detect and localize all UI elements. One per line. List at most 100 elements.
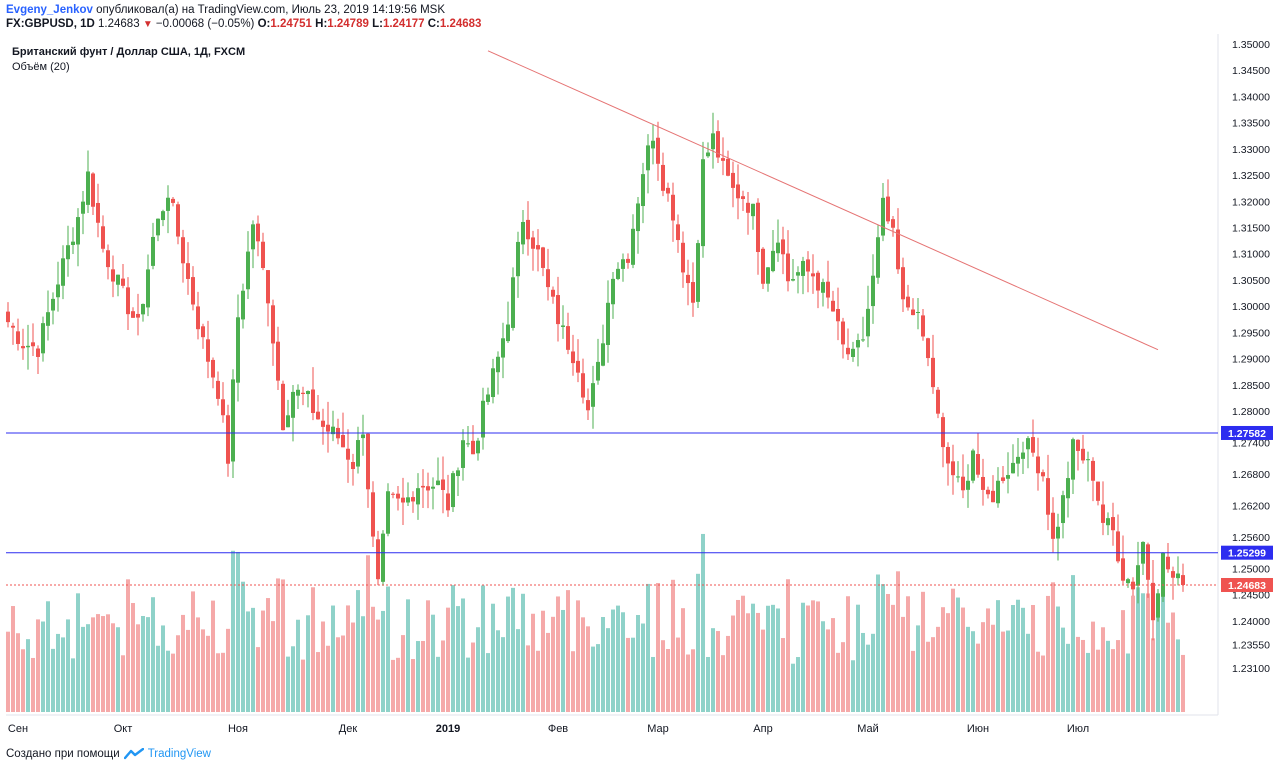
candle-body	[546, 269, 550, 288]
volume-bar	[851, 660, 855, 712]
candle-body	[811, 273, 815, 277]
volume-bar	[636, 614, 640, 712]
volume-bar	[406, 599, 410, 712]
volume-bar	[946, 613, 950, 712]
price-tick-label: 1.35000	[1232, 39, 1270, 51]
author-link[interactable]: Evgeny_Jenkov	[6, 4, 93, 16]
trend-line[interactable]	[487, 50, 1159, 351]
level-price-label: 1.25299	[1228, 548, 1266, 560]
candle-body	[446, 493, 450, 511]
volume-bar	[156, 645, 160, 712]
volume-bar	[656, 583, 660, 712]
candle-body	[301, 392, 305, 394]
volume-bar	[641, 623, 645, 712]
candle-body	[661, 164, 665, 191]
candle-body	[366, 433, 370, 490]
candle-body	[261, 241, 265, 269]
candle-body	[731, 172, 735, 188]
candle-body	[1061, 495, 1065, 524]
candle-body	[1011, 462, 1015, 474]
volume-bar	[201, 629, 205, 712]
candle-body	[1071, 439, 1075, 480]
volume-bar	[191, 591, 195, 712]
price-tick-label: 1.30000	[1232, 301, 1270, 313]
candle-body	[1036, 456, 1040, 474]
candle-body	[311, 389, 315, 413]
candle-body	[151, 236, 155, 266]
volume-bar	[631, 637, 635, 712]
candle-body	[101, 226, 105, 249]
candle-body	[956, 476, 960, 478]
volume-bar	[396, 657, 400, 712]
volume-bar	[81, 626, 85, 712]
candle-body	[131, 311, 135, 318]
candle-body	[681, 242, 685, 273]
low-value: 1.24177	[382, 18, 425, 30]
volume-bar	[956, 597, 960, 712]
volume-bar	[646, 583, 650, 712]
volume-bar	[1071, 575, 1075, 712]
volume-bar	[11, 606, 15, 712]
volume-bar	[66, 619, 70, 712]
candle-body	[286, 415, 290, 428]
candle-body	[411, 497, 415, 502]
volume-bar	[831, 618, 835, 712]
candle-body	[531, 237, 535, 249]
volume-bar	[716, 631, 720, 712]
candle-body	[636, 203, 640, 232]
volume-bar	[116, 627, 120, 712]
volume-bar	[756, 612, 760, 712]
candle-body	[86, 171, 90, 205]
price-tick-label: 1.31500	[1232, 223, 1270, 235]
volume-bar	[411, 659, 415, 712]
volume-bar	[1171, 612, 1175, 712]
candle-body	[651, 140, 655, 149]
volume-bar	[546, 632, 550, 712]
volume-bar	[591, 646, 595, 712]
candle-body	[156, 218, 160, 236]
candle-body	[236, 317, 240, 383]
volume-bar	[666, 649, 670, 712]
level-price-label-box	[1221, 425, 1273, 440]
time-tick-label: Май	[857, 723, 879, 735]
volume-bar	[311, 587, 315, 712]
candle-body	[866, 308, 870, 337]
candle-body	[211, 359, 215, 378]
candle-body	[621, 259, 625, 269]
volume-bar	[301, 659, 305, 712]
candle-body	[81, 201, 85, 214]
high-value: 1.24789	[327, 18, 369, 30]
candle-body	[991, 490, 995, 503]
candle-body	[1016, 456, 1020, 464]
volume-bar	[571, 651, 575, 712]
volume-bar	[521, 593, 525, 712]
candle-body	[166, 197, 170, 211]
candle-body	[426, 486, 430, 491]
volume-bar	[281, 579, 285, 712]
volume-bar	[221, 652, 225, 712]
volume-bar	[106, 614, 110, 712]
price-tick-label: 1.32000	[1232, 196, 1270, 208]
candle-body	[996, 480, 1000, 504]
candle-body	[1161, 552, 1165, 597]
candle-body	[851, 348, 855, 357]
candle-body	[1026, 438, 1030, 450]
volume-bar	[1001, 631, 1005, 712]
candle-body	[961, 476, 965, 491]
chart-title: Британский фунт / Доллар США, 1Д, FXCM	[12, 46, 246, 58]
volume-bar	[1081, 639, 1085, 712]
volume-bar	[416, 641, 420, 712]
candle-body	[781, 239, 785, 255]
volume-bar	[1166, 622, 1170, 712]
symbol-name: FX:GBPUSD, 1D	[6, 18, 95, 30]
candle-body	[1081, 448, 1085, 461]
candle-body	[121, 278, 125, 286]
volume-bar	[506, 596, 510, 712]
candle-body	[571, 351, 575, 364]
volume-bar	[1046, 595, 1050, 712]
tradingview-brand-link[interactable]: TradingView	[147, 748, 211, 760]
volume-bar	[351, 622, 355, 712]
candle-body	[541, 247, 545, 268]
candle-body	[251, 224, 255, 250]
